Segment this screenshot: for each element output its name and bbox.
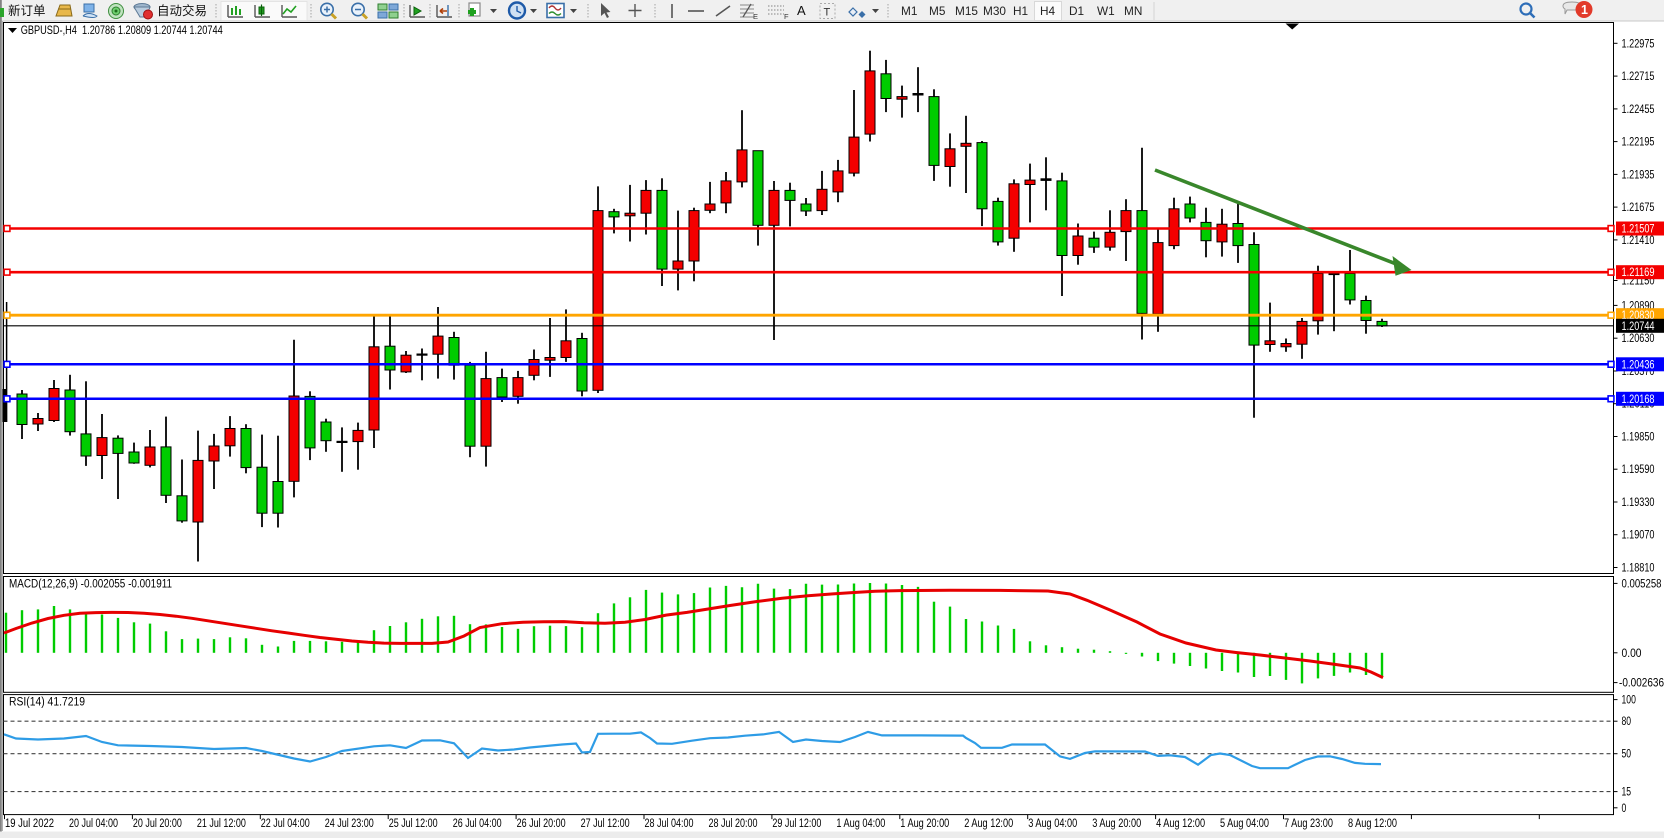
svg-text:100: 100 bbox=[1622, 695, 1636, 707]
svg-text:0.00: 0.00 bbox=[1622, 648, 1642, 660]
svg-text:T: T bbox=[824, 7, 831, 19]
svg-text:1.22975: 1.22975 bbox=[1622, 38, 1655, 50]
svg-text:M30: M30 bbox=[983, 4, 1006, 18]
svg-text:5 Aug 04:00: 5 Aug 04:00 bbox=[1220, 818, 1269, 830]
svg-text:21 Jul 12:00: 21 Jul 12:00 bbox=[197, 818, 246, 830]
svg-text:M15: M15 bbox=[955, 4, 978, 18]
svg-text:1.21675: 1.21675 bbox=[1622, 202, 1655, 214]
svg-text:1.18810: 1.18810 bbox=[1622, 563, 1655, 575]
svg-text:新订单: 新订单 bbox=[8, 3, 46, 18]
svg-text:1.20744: 1.20744 bbox=[1622, 321, 1655, 333]
svg-text:RSI(14) 41.7219: RSI(14) 41.7219 bbox=[9, 697, 85, 709]
svg-text:7 Aug 23:00: 7 Aug 23:00 bbox=[1284, 818, 1333, 830]
svg-text:-0.002636: -0.002636 bbox=[1619, 678, 1664, 690]
svg-text:15: 15 bbox=[1622, 787, 1632, 799]
svg-text:28 Jul 04:00: 28 Jul 04:00 bbox=[645, 818, 694, 830]
svg-text:26 Jul 20:00: 26 Jul 20:00 bbox=[517, 818, 566, 830]
svg-text:1.22715: 1.22715 bbox=[1622, 71, 1655, 83]
svg-text:1 Aug 20:00: 1 Aug 20:00 bbox=[900, 818, 949, 830]
svg-text:1.19590: 1.19590 bbox=[1622, 464, 1655, 476]
svg-text:19 Jul 2022: 19 Jul 2022 bbox=[5, 818, 54, 830]
svg-text:1.19330: 1.19330 bbox=[1622, 497, 1655, 509]
svg-text:1.20168: 1.20168 bbox=[1622, 394, 1655, 406]
svg-text:1.21507: 1.21507 bbox=[1622, 224, 1655, 236]
svg-text:M5: M5 bbox=[929, 4, 946, 18]
svg-text:3 Aug 20:00: 3 Aug 20:00 bbox=[1092, 818, 1141, 830]
svg-text:A: A bbox=[797, 3, 806, 18]
svg-text:26 Jul 04:00: 26 Jul 04:00 bbox=[453, 818, 502, 830]
svg-text:D1: D1 bbox=[1069, 4, 1084, 18]
svg-text:3 Aug 04:00: 3 Aug 04:00 bbox=[1028, 818, 1077, 830]
svg-text:1.22195: 1.22195 bbox=[1622, 137, 1655, 149]
svg-text:GBPUSD-,H4 1.20786 1.20809 1.: GBPUSD-,H4 1.20786 1.20809 1.20744 1.207… bbox=[21, 23, 223, 37]
svg-text:2 Aug 12:00: 2 Aug 12:00 bbox=[964, 818, 1013, 830]
svg-text:F: F bbox=[784, 12, 789, 21]
svg-text:1.21935: 1.21935 bbox=[1622, 169, 1655, 181]
svg-text:80: 80 bbox=[1622, 716, 1632, 728]
svg-text:4 Aug 12:00: 4 Aug 12:00 bbox=[1156, 818, 1205, 830]
svg-text:1.20436: 1.20436 bbox=[1622, 359, 1655, 371]
svg-text:20 Jul 04:00: 20 Jul 04:00 bbox=[69, 818, 118, 830]
svg-text:25 Jul 12:00: 25 Jul 12:00 bbox=[389, 818, 438, 830]
svg-text:H1: H1 bbox=[1013, 4, 1028, 18]
svg-text:1.19850: 1.19850 bbox=[1622, 432, 1655, 444]
svg-text:W1: W1 bbox=[1097, 4, 1115, 18]
svg-text:29 Jul 12:00: 29 Jul 12:00 bbox=[772, 818, 821, 830]
svg-text:24 Jul 23:00: 24 Jul 23:00 bbox=[325, 818, 374, 830]
svg-text:1 Aug 04:00: 1 Aug 04:00 bbox=[836, 818, 885, 830]
svg-text:28 Jul 20:00: 28 Jul 20:00 bbox=[709, 818, 758, 830]
svg-text:MACD(12,26,9) -0.002055 -0.001: MACD(12,26,9) -0.002055 -0.001911 bbox=[9, 579, 172, 591]
svg-text:1.19070: 1.19070 bbox=[1622, 530, 1655, 542]
svg-text:0.005258: 0.005258 bbox=[1622, 578, 1662, 590]
svg-text:0: 0 bbox=[1622, 803, 1627, 815]
svg-text:MN: MN bbox=[1124, 4, 1142, 18]
svg-text:H4: H4 bbox=[1040, 4, 1056, 18]
svg-text:1.22455: 1.22455 bbox=[1622, 104, 1655, 116]
svg-text:8 Aug 12:00: 8 Aug 12:00 bbox=[1348, 818, 1397, 830]
svg-text:1: 1 bbox=[1581, 3, 1588, 17]
svg-text:M1: M1 bbox=[901, 4, 917, 18]
svg-text:自动交易: 自动交易 bbox=[157, 3, 207, 18]
svg-text:50: 50 bbox=[1622, 749, 1632, 761]
svg-text:20 Jul 20:00: 20 Jul 20:00 bbox=[133, 818, 182, 830]
svg-text:27 Jul 12:00: 27 Jul 12:00 bbox=[581, 818, 630, 830]
svg-text:22 Jul 04:00: 22 Jul 04:00 bbox=[261, 818, 310, 830]
svg-text:1.21169: 1.21169 bbox=[1622, 267, 1655, 279]
svg-text:E: E bbox=[753, 12, 758, 21]
svg-text:1.20630: 1.20630 bbox=[1622, 333, 1655, 345]
svg-text:1.21410: 1.21410 bbox=[1622, 235, 1655, 247]
